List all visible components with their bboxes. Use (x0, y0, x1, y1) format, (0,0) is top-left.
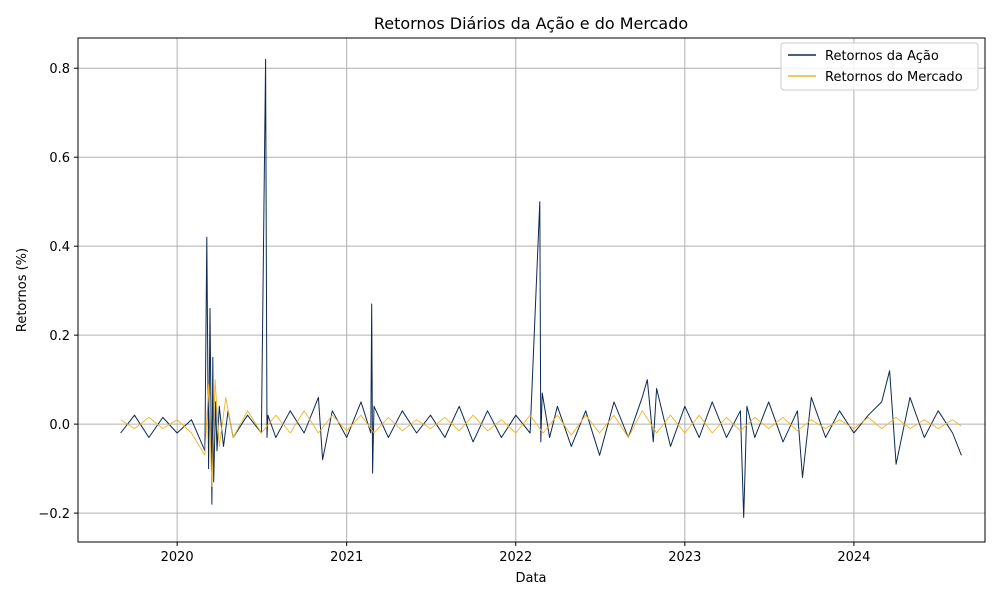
x-axis-label: Data (515, 571, 546, 586)
series-lines (120, 58, 962, 518)
legend-label-market: Retornos do Mercado (825, 70, 963, 85)
legend-box (780, 42, 979, 91)
legend: Retornos da Ação Retornos do Mercado (780, 42, 979, 91)
x-tick-label: 2024 (837, 550, 870, 565)
y-tick-label: 0.6 (49, 151, 70, 166)
y-tick-label: −0.2 (38, 507, 70, 522)
x-tick-label: 2023 (668, 550, 701, 565)
plot-frame (77, 37, 986, 543)
y-axis-ticks: −0.2 0.0 0.2 0.4 0.6 0.8 (38, 62, 78, 522)
chart-title: Retornos Diários da Ação e do Mercado (374, 14, 688, 33)
market-returns-line (120, 379, 962, 487)
x-tick-label: 2021 (330, 550, 363, 565)
y-tick-label: 0.0 (49, 418, 70, 433)
legend-label-stock: Retornos da Ação (825, 49, 939, 64)
x-axis-ticks: 2020 2021 2022 2023 2024 (161, 542, 870, 565)
y-tick-label: 0.2 (49, 329, 70, 344)
stock-returns-line (120, 58, 962, 518)
y-tick-label: 0.8 (49, 62, 70, 77)
y-tick-label: 0.4 (49, 240, 70, 255)
y-axis-label: Retornos (%) (15, 248, 30, 332)
x-tick-label: 2020 (161, 550, 194, 565)
x-tick-label: 2022 (499, 550, 532, 565)
